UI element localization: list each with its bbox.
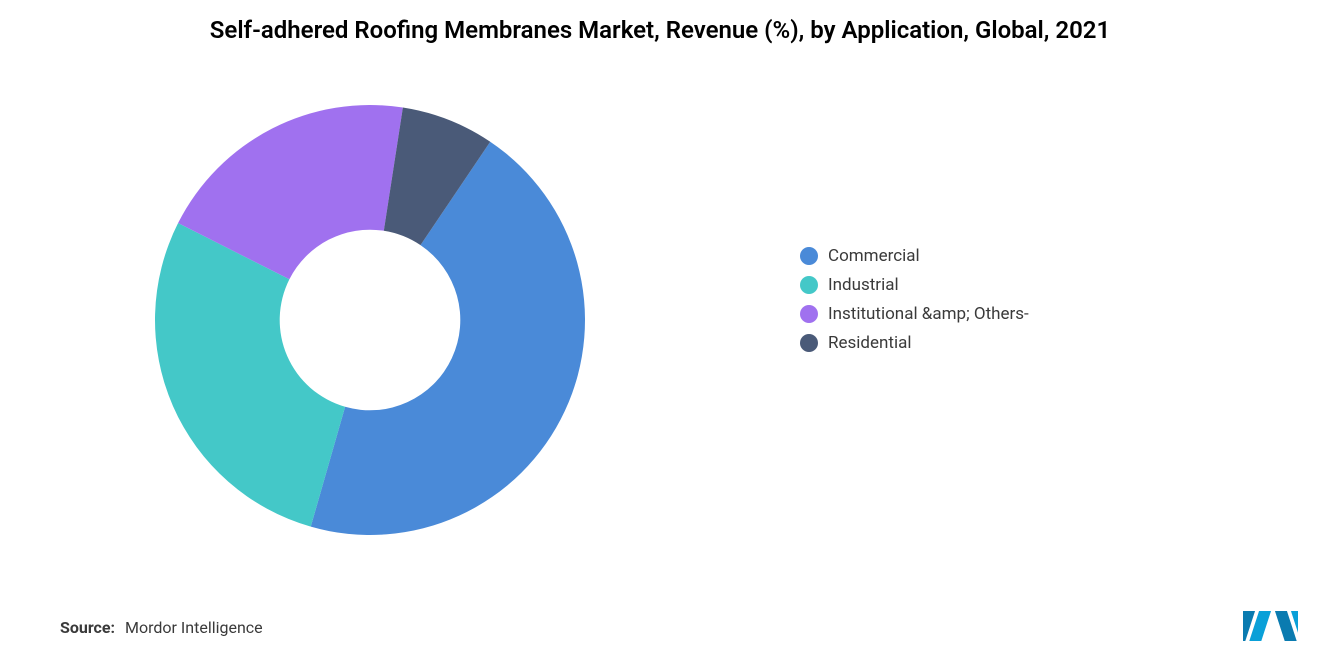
brand-logo [1243, 605, 1298, 645]
legend-swatch [800, 276, 818, 294]
legend-swatch [800, 334, 818, 352]
legend-swatch [800, 247, 818, 265]
donut-chart [155, 105, 585, 535]
legend-item: Industrial [800, 274, 1029, 297]
legend-label: Institutional &amp; Others- [828, 303, 1029, 326]
chart-title: Self-adhered Roofing Membranes Market, R… [0, 0, 1320, 46]
donut-segment [155, 223, 345, 527]
legend-swatch [800, 305, 818, 323]
legend: Commercial Industrial Institutional &amp; … [800, 245, 1029, 361]
source-value: Mordor Intelligence [125, 618, 263, 637]
legend-label: Commercial [828, 245, 920, 268]
legend-item: Commercial [800, 245, 1029, 268]
legend-item: Residential [800, 332, 1029, 355]
legend-item: Institutional &amp; Others- [800, 303, 1029, 326]
source-attribution: Source: Mordor Intelligence [60, 618, 263, 637]
legend-label: Industrial [828, 274, 899, 297]
chart-area: Commercial Industrial Institutional &amp; … [0, 95, 1320, 575]
source-label: Source: [60, 618, 115, 637]
legend-label: Residential [828, 332, 911, 355]
